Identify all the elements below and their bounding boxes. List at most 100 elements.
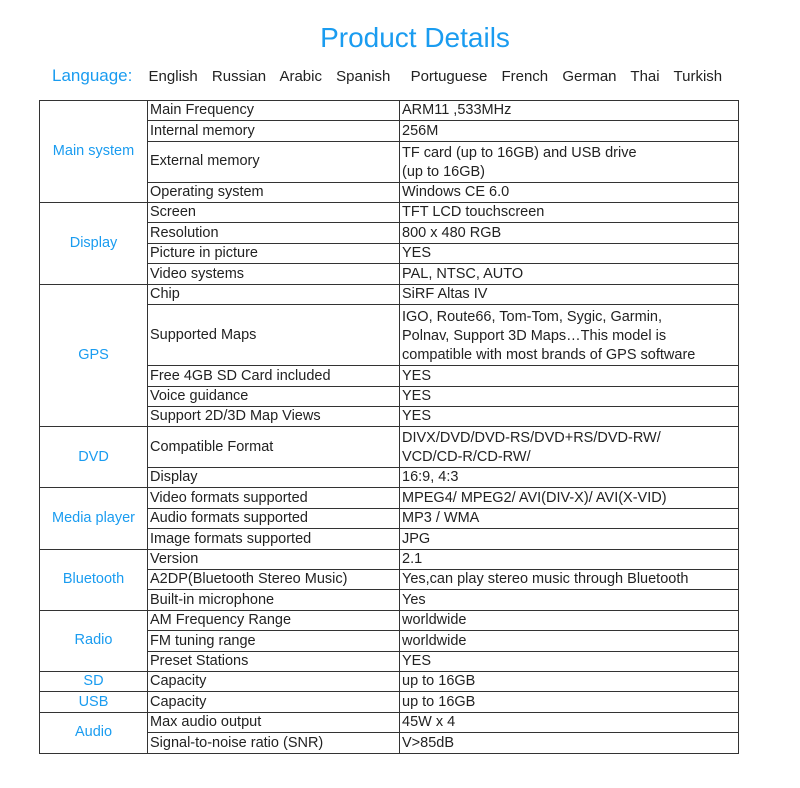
spec-value-cell: 45W x 4 (399, 711, 739, 734)
spec-name-cell: FM tuning range (147, 630, 400, 652)
language-item: English (148, 68, 198, 85)
spec-row: Internal memory 256M (40, 120, 739, 142)
language-item: Portuguese (410, 68, 488, 85)
spec-value-line: Windows CE 6.0 (402, 183, 510, 200)
language-item: Turkish (673, 68, 723, 85)
spec-row: Picture in picture YES (40, 242, 739, 265)
spec-value-cell: Yes,can play stereo music through Blueto… (399, 569, 739, 591)
spec-name-cell: Video formats supported (147, 487, 400, 509)
spec-value-cell: 16:9, 4:3 (399, 467, 739, 489)
language-item: German (562, 68, 617, 85)
spec-name-cell: Built-in microphone (147, 589, 400, 611)
spec-value-cell: Yes (399, 589, 739, 611)
spec-name-cell: AM Frequency Range (147, 609, 400, 632)
spec-row: Display Screen TFT LCD touchscreen (39, 201, 739, 285)
spec-name-cell: Main Frequency (147, 99, 400, 122)
language-item: Arabic (279, 68, 322, 85)
spec-value-line: YES (402, 408, 432, 425)
category-cell: Audio (39, 711, 148, 754)
spec-value-cell: worldwide (399, 630, 739, 652)
spec-value-cell: YES (399, 365, 739, 387)
spec-value-line: (up to 16GB) (402, 163, 486, 180)
spec-row: Image formats supported JPG (40, 528, 739, 550)
spec-name-cell: Internal memory (147, 120, 400, 142)
spec-value-line: SiRF Altas IV (402, 285, 488, 302)
spec-name-cell: Preset Stations (147, 650, 400, 672)
spec-name-cell: Picture in picture (147, 242, 400, 265)
spec-value-line: DIVX/DVD/DVD-RS/DVD+RS/DVD-RW/ (402, 430, 661, 447)
spec-name-cell: Video systems (147, 263, 400, 285)
spec-name-cell: Audio formats supported (147, 507, 400, 530)
spec-value-line: 800 x 480 RGB (402, 224, 502, 241)
spec-value-line: YES (402, 367, 432, 384)
spec-name-cell: Display (147, 467, 400, 489)
spec-row: GPS Chip SiRF Altas IV (39, 283, 739, 428)
spec-name-cell: Support 2D/3D Map Views (147, 405, 400, 428)
spec-name-cell: Operating system (147, 181, 400, 203)
spec-value-line: TF card (up to 16GB) and USB drive (402, 144, 637, 161)
spec-value-cell: YES (399, 385, 739, 407)
category-cell: SD (39, 670, 148, 693)
spec-row: Main system Main Frequency ARM11 ,533MHz (39, 99, 739, 203)
spec-value-line: 45W x 4 (402, 714, 456, 731)
spec-value-line: up to 16GB (402, 673, 476, 690)
spec-row: Signal-to-noise ratio (SNR) V>85dB (40, 732, 739, 754)
spec-value-line: 256M (402, 122, 439, 139)
spec-row: Radio AM Frequency Range worldwide (39, 609, 739, 672)
spec-row: USB Capacity up to 16GB (39, 691, 739, 713)
spec-value-cell: up to 16GB (399, 670, 739, 693)
spec-value-line: YES (402, 245, 432, 262)
spec-row: Support 2D/3D Map Views YES (40, 405, 739, 428)
spec-name-cell: Screen (147, 201, 400, 224)
spec-row: FM tuning range worldwide (40, 630, 739, 652)
spec-row: SD Capacity up to 16GB (39, 670, 739, 693)
spec-value-cell: ARM11 ,533MHz (399, 99, 739, 122)
spec-value-cell: up to 16GB (399, 691, 739, 713)
spec-value-cell: DIVX/DVD/DVD-RS/DVD+RS/DVD-RW/VCD/CD-R/C… (399, 426, 739, 469)
spec-value-cell: MP3 / WMA (399, 507, 739, 530)
spec-value-line: VCD/CD-R/CD-RW/ (402, 449, 531, 466)
spec-value-line: PAL, NTSC, AUTO (402, 265, 524, 282)
spec-name-cell: Resolution (147, 222, 400, 244)
spec-value-line: MP3 / WMA (402, 510, 480, 527)
spec-value-line: up to 16GB (402, 693, 476, 710)
spec-name-cell: Image formats supported (147, 528, 400, 550)
spec-row: Bluetooth Version 2.1 (39, 548, 739, 611)
spec-name-cell: External memory (147, 140, 400, 183)
spec-value-cell: 2.1 (399, 548, 739, 571)
spec-row: Operating system Windows CE 6.0 (40, 181, 739, 203)
spec-value-line: Yes,can play stereo music through Blueto… (402, 571, 689, 588)
spec-name-cell: Compatible Format (147, 426, 400, 469)
spec-value-cell: 256M (399, 120, 739, 142)
language-item: French (501, 68, 549, 85)
spec-name-cell: Signal-to-noise ratio (SNR) (147, 732, 400, 754)
spec-value-line: ARM11 ,533MHz (402, 102, 512, 119)
spec-row: A2DP(Bluetooth Stereo Music) Yes,can play… (40, 569, 739, 591)
spec-value-line: IGO, Route66, Tom-Tom, Sygic, Garmin, (402, 309, 663, 326)
spec-value-cell: TFT LCD touchscreen (399, 201, 739, 224)
spec-value-line: YES (402, 652, 432, 669)
spec-value-line: V>85dB (402, 734, 455, 751)
spec-name-cell: A2DP(Bluetooth Stereo Music) (147, 569, 400, 591)
spec-name-cell: Free 4GB SD Card included (147, 365, 400, 387)
spec-row: Preset Stations YES (40, 650, 739, 672)
spec-name-cell: Version (147, 548, 400, 571)
spec-value-line: 2.1 (402, 551, 423, 568)
spec-name-cell: Supported Maps (147, 303, 400, 367)
spec-name-cell: Capacity (147, 691, 400, 713)
spec-value-line: MPEG4/ MPEG2/ AVI(DIV-X)/ AVI(X-VID) (402, 489, 667, 506)
spec-value-line: worldwide (402, 632, 467, 649)
spec-value-cell: YES (399, 650, 739, 672)
spec-row: Media player Video formats supported MPEG4… (39, 487, 739, 550)
language-item: Russian (211, 68, 267, 85)
spec-value-line: YES (402, 387, 432, 404)
spec-value-cell: PAL, NTSC, AUTO (399, 263, 739, 285)
spec-value-cell: worldwide (399, 609, 739, 632)
spec-row: Built-in microphone Yes (40, 589, 739, 611)
spec-value-line: 16:9, 4:3 (402, 469, 459, 486)
spec-table: Main system Main Frequency ARM11 ,533MHz In… (39, 99, 739, 754)
spec-name-cell: Max audio output (147, 711, 400, 734)
spec-value-cell: TF card (up to 16GB) and USB drive (up to… (399, 140, 739, 183)
spec-value-cell: YES (399, 242, 739, 265)
spec-value-cell: V>85dB (399, 732, 739, 754)
